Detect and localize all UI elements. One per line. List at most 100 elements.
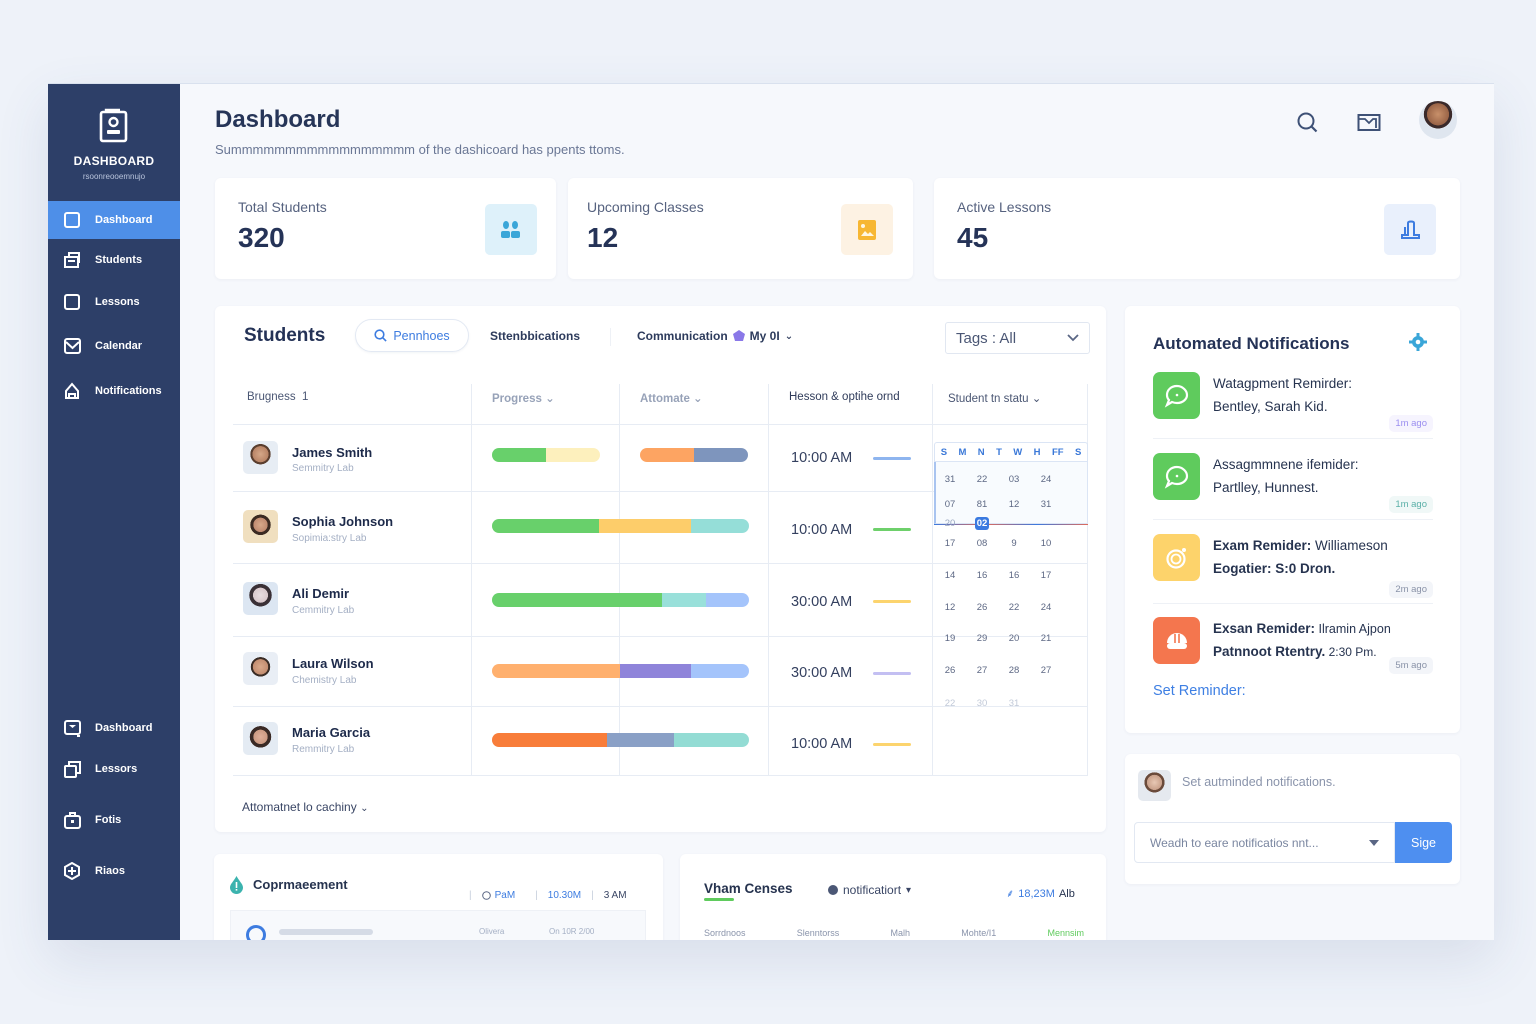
notification-select-input[interactable]: Weadh to eare notificatios nnt... — [1134, 822, 1395, 863]
sidebar-item-label: Students — [95, 254, 143, 266]
sidebar-item-riaos[interactable]: Riaos — [48, 852, 180, 890]
calendar-day[interactable]: 28 — [1008, 665, 1020, 676]
notification-dropdown[interactable]: notificatiort ▾ — [828, 883, 911, 897]
calendar-day[interactable]: 22 — [944, 698, 956, 709]
calendar-week: 31 22 03 24 — [934, 474, 1088, 485]
sidebar-item-dashboard-2[interactable]: Dashboard — [48, 709, 180, 747]
notification-item[interactable]: Exsan Remider: Ilramin Ajpon Patnnoot Rt… — [1153, 617, 1433, 677]
notification-title: Watagpment Remirder: — [1213, 376, 1353, 391]
submit-button[interactable]: Sige — [1395, 822, 1452, 863]
notification-item[interactable]: Assagmmnene ifemider: Partlley, Hunnest.… — [1153, 453, 1433, 520]
calendar-day[interactable]: 16 — [1008, 570, 1020, 581]
time-chip[interactable]: 3 AM — [603, 890, 627, 901]
mail-button[interactable] — [1356, 110, 1382, 136]
user-avatar[interactable] — [1419, 101, 1457, 139]
calendar-day[interactable]: 12 — [944, 602, 956, 613]
sort-indicator: 1 — [301, 391, 309, 403]
stat-value: 18,23M — [1018, 887, 1055, 900]
sidebar-item-dashboard[interactable]: Dashboard — [48, 201, 180, 239]
calendar-week: 12 26 22 24 — [934, 602, 1088, 613]
calendar-day[interactable]: 19 — [944, 633, 956, 644]
calendar-day[interactable]: 27 — [1040, 665, 1052, 676]
tab-notifications[interactable]: Sttenbbications — [490, 329, 581, 343]
calendar-day[interactable]: 26 — [976, 602, 988, 613]
sidebar-item-label: Notifications — [95, 385, 162, 397]
notification-title-rest: Williameson — [1311, 538, 1388, 553]
sidebar-item-fotis[interactable]: Fotis — [48, 801, 180, 839]
column-header-lesson[interactable]: Hesson & optihe ornd — [789, 391, 900, 403]
divider — [1153, 438, 1433, 439]
sidebar-item-notifications[interactable]: Notifications — [48, 372, 180, 410]
calendar-day[interactable]: 29 — [976, 633, 988, 644]
calendar-day[interactable]: 22 — [976, 474, 988, 485]
column-label: Slenntorss — [796, 928, 840, 938]
column-header-status[interactable]: Student tn statu ⌄ — [948, 391, 1041, 405]
notification-item[interactable]: Exam Remider: Williameson Eogatier: S:0 … — [1153, 534, 1433, 604]
set-reminder-link[interactable]: Set Reminder: — [1153, 683, 1246, 699]
calendar-day[interactable]: 31 — [1008, 698, 1020, 709]
calendar-day[interactable]: 20 — [1008, 633, 1020, 644]
calendar-day[interactable]: 07 — [944, 499, 956, 510]
time-chip[interactable]: PaM — [481, 890, 515, 901]
gear-icon[interactable] — [1409, 333, 1427, 351]
tags-select[interactable]: Tags : All — [945, 322, 1090, 354]
chevron-down-icon: ▾ — [906, 884, 912, 896]
sidebar-item-students[interactable]: Students — [48, 241, 180, 279]
calendar-day[interactable]: 20 — [944, 518, 956, 529]
calendar-day[interactable]: 08 — [976, 538, 988, 549]
calendar-day[interactable]: 27 — [976, 665, 988, 676]
time-chip[interactable]: 10.30M — [547, 890, 582, 901]
caret-down-icon — [1369, 839, 1379, 846]
calendar-day[interactable]: 81 — [976, 499, 988, 510]
calendar-day[interactable]: 24 — [1040, 474, 1052, 485]
notification-detail-bold: Patnnoot Rtentry. — [1213, 644, 1326, 659]
calendar-day[interactable]: 31 — [1040, 499, 1052, 510]
mini-calendar: S M N T W H FF S 31 22 03 24 07 81 12 31 — [934, 442, 1088, 709]
calendar-day[interactable]: 22 — [1008, 602, 1020, 613]
lesson-time: 30:00 AM — [791, 665, 853, 681]
students-title: Students — [244, 325, 326, 346]
student-name: Ali Demir — [292, 586, 350, 601]
sidebar-item-lessors[interactable]: Lessors — [48, 750, 180, 788]
progress-bar — [492, 664, 749, 678]
time-indicator — [873, 600, 911, 603]
calendar-day[interactable]: 26 — [944, 665, 956, 676]
calendar-day[interactable]: 14 — [944, 570, 956, 581]
stat-card-active-lessons: Active Lessons 45 — [934, 178, 1460, 279]
footer-dropdown-link[interactable]: Attomatnet lo cachiny ⌄ — [242, 800, 368, 814]
calendar-day[interactable]: 16 — [976, 570, 988, 581]
calendar-day[interactable]: 17 — [944, 538, 956, 549]
calendar-day[interactable]: 30 — [976, 698, 988, 709]
column-label: Sorrdnoos — [704, 928, 746, 938]
divider — [1153, 519, 1433, 520]
row-label: Olivera — [479, 927, 505, 936]
calendar-day[interactable]: 24 — [1040, 602, 1052, 613]
briefcase-icon — [63, 811, 81, 829]
calendar-week: 20 02 — [934, 517, 1088, 530]
tab-communication[interactable]: Communication My 0I ⌄ — [637, 329, 793, 343]
sidebar-item-lessons[interactable]: Lessons — [48, 283, 180, 321]
calendar-day[interactable]: 31 — [944, 474, 956, 485]
column-header-progress[interactable]: Progress ⌄ — [492, 391, 555, 405]
calendar-day[interactable]: 9 — [1011, 538, 1017, 549]
student-lab: Remmitry Lab — [292, 744, 355, 755]
notification-time: 1m ago — [1389, 496, 1433, 513]
search-button[interactable] — [1295, 110, 1321, 136]
notification-item[interactable]: Watagpment Remirder: Bentley, Sarah Kid.… — [1153, 372, 1433, 439]
students-search-pill[interactable]: Pennhoes — [355, 319, 469, 352]
sidebar-item-calendar[interactable]: Calendar — [48, 327, 180, 365]
calendar-day[interactable]: 17 — [1040, 570, 1052, 581]
column-header-attomate[interactable]: Attomate ⌄ — [640, 391, 703, 405]
column-header-brugness[interactable]: Brugness 1 — [247, 391, 308, 403]
progress-bar — [492, 448, 600, 462]
calendar-day-selected[interactable]: 02 — [966, 517, 998, 530]
calendar-day[interactable]: 21 — [1040, 633, 1052, 644]
column-label: Brugness — [247, 391, 296, 403]
calendar-day[interactable]: 10 — [1040, 538, 1052, 549]
notification-time: 5m ago — [1389, 657, 1433, 674]
student-lab: Semmitry Lab — [292, 463, 354, 474]
time-chips: | PaM | 10.30M | 3 AM — [469, 890, 627, 901]
calendar-day[interactable]: 12 — [1008, 499, 1020, 510]
page-title: Dashboard — [215, 106, 341, 133]
calendar-day[interactable]: 03 — [1008, 474, 1020, 485]
